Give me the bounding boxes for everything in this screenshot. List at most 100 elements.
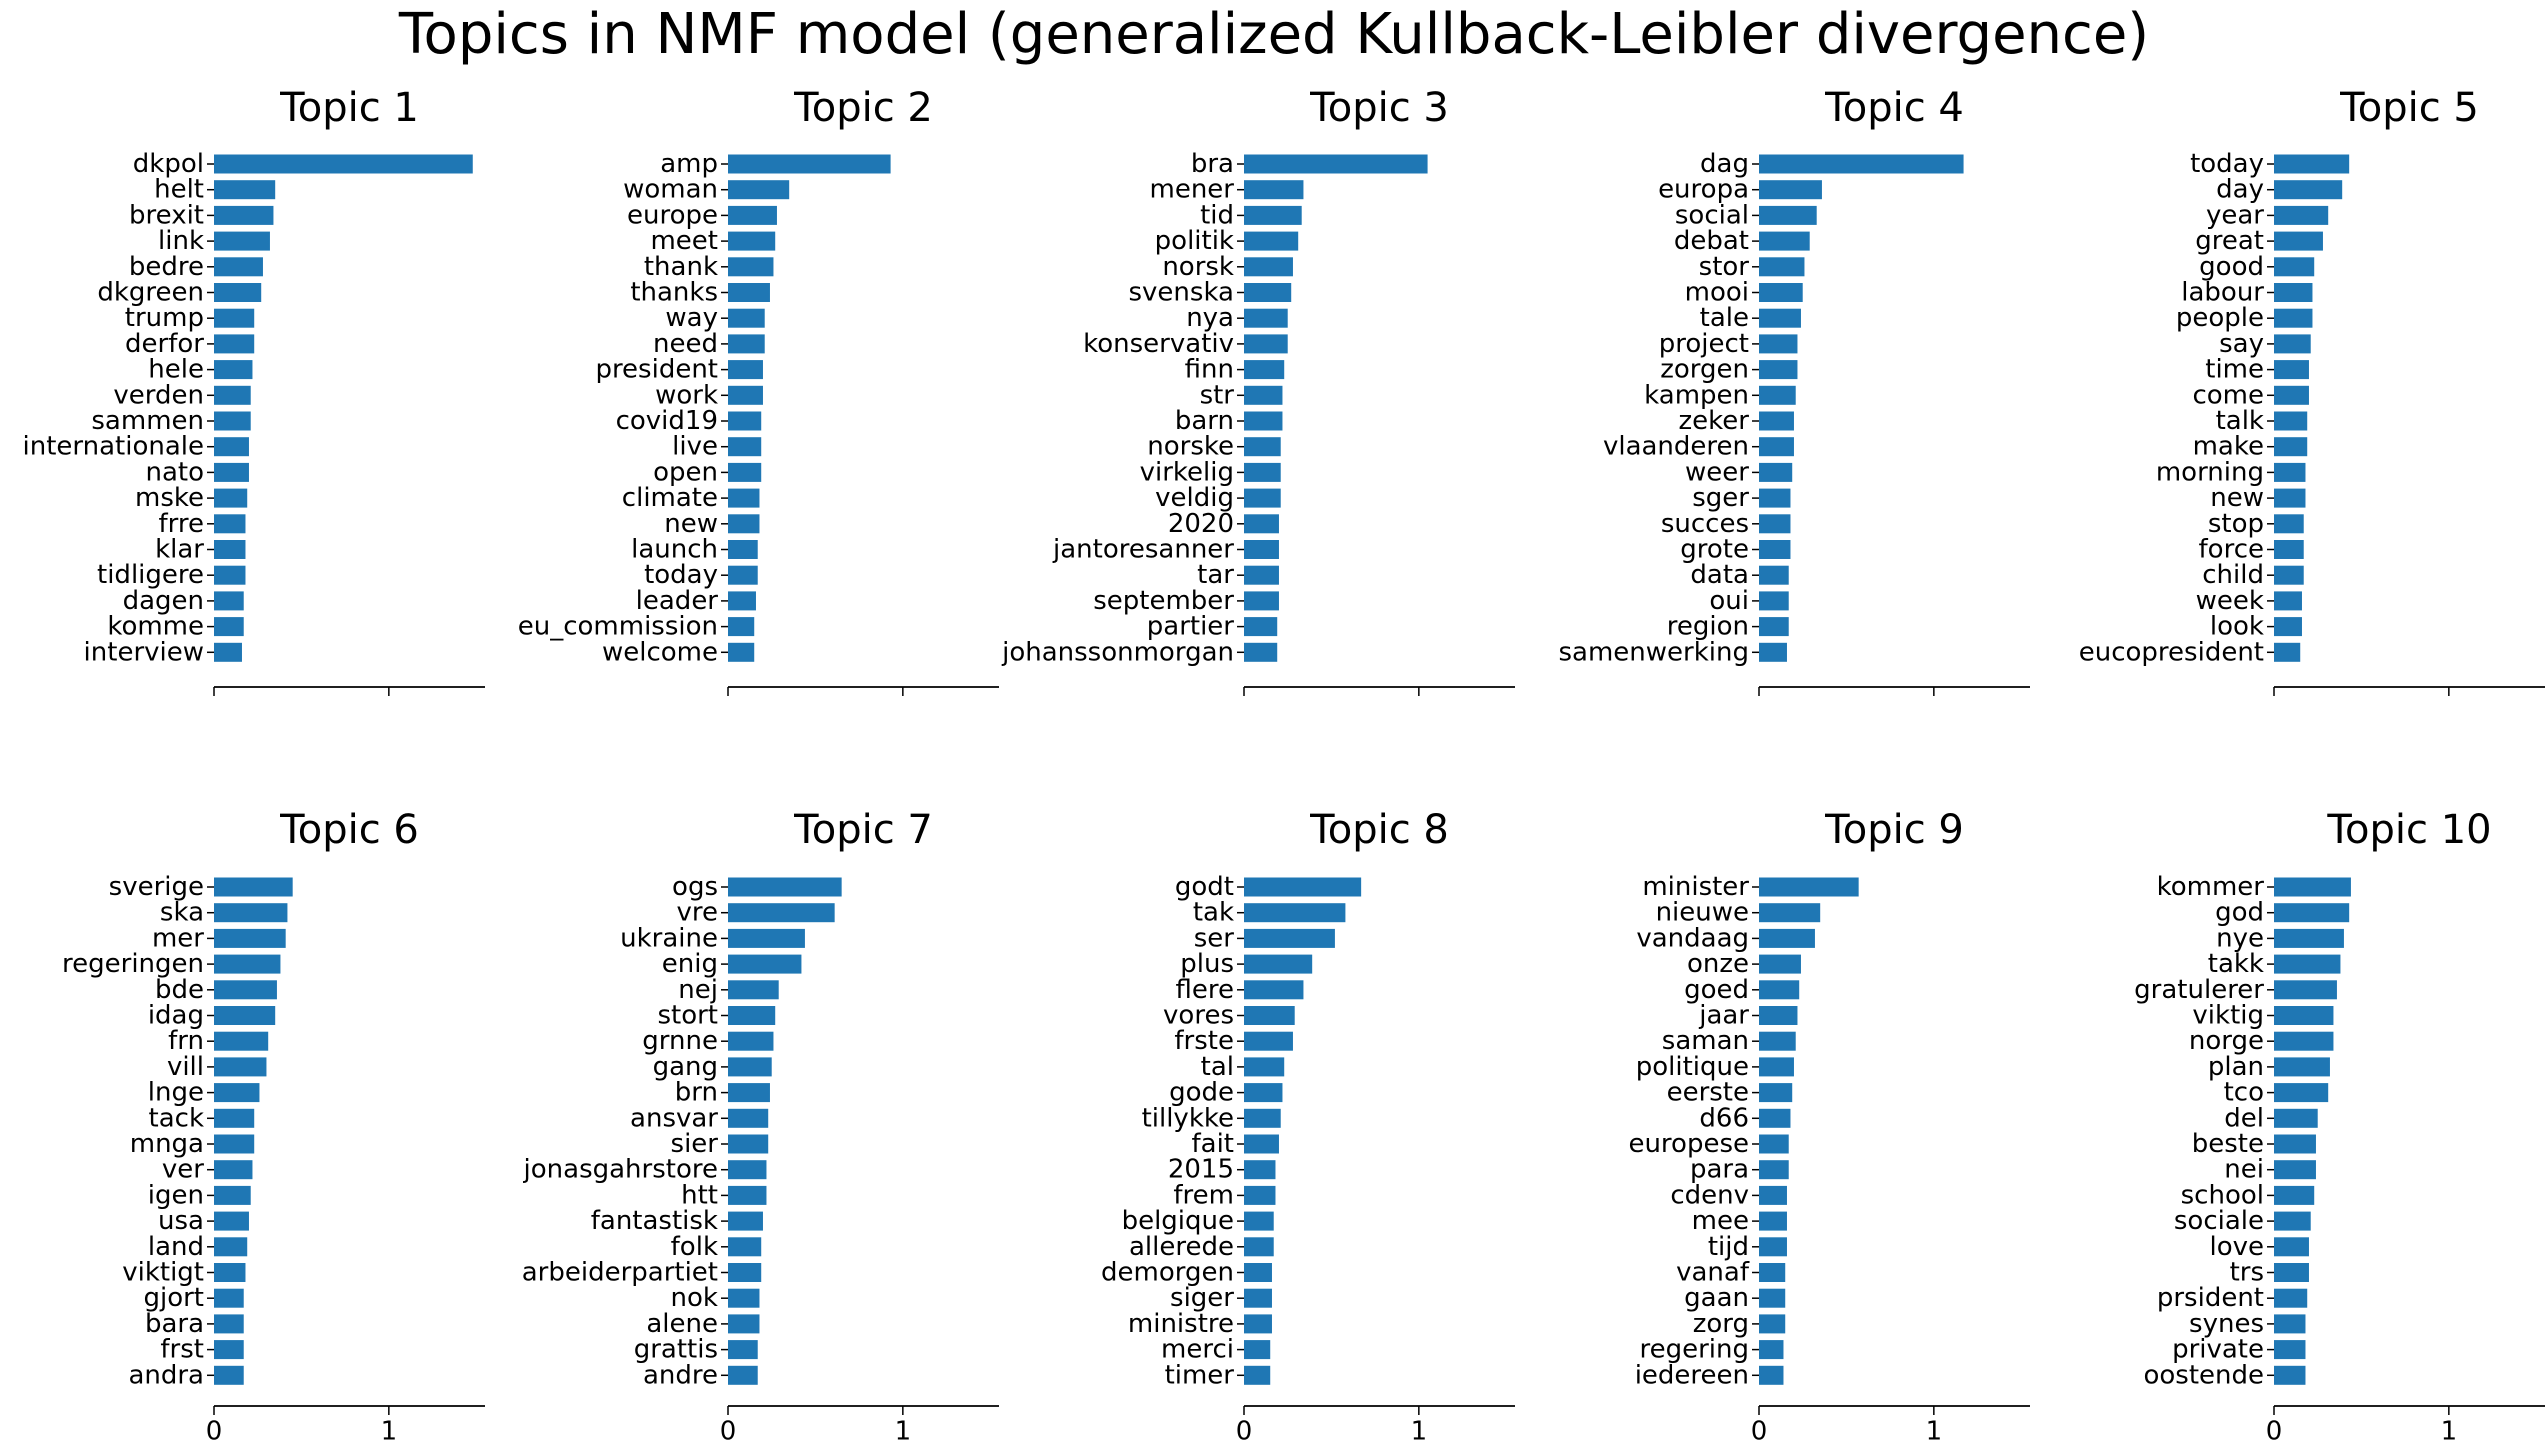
category-label: interview: [84, 637, 204, 667]
bar-andra: [214, 1365, 244, 1385]
subplot-title: Topic 6: [279, 807, 419, 853]
bar-mer: [214, 928, 286, 948]
category-label: sger: [1692, 483, 1749, 513]
bar-tillykke: [1244, 1108, 1281, 1128]
category-label: new: [2210, 483, 2264, 513]
category-label: trump: [125, 303, 204, 333]
xtick-label: 1: [895, 1417, 912, 1447]
bar-viktig: [2274, 1006, 2334, 1025]
bar-thank: [728, 257, 774, 277]
category-label: cdenv: [1670, 1180, 1749, 1210]
category-label: launch: [631, 535, 718, 565]
category-label: eucopresident: [2079, 637, 2264, 667]
bar-today: [2274, 154, 2350, 174]
category-label: time: [2205, 355, 2264, 385]
bar-nej: [728, 980, 779, 1000]
category-label: komme: [107, 612, 204, 642]
xtick-label: 0: [206, 1417, 223, 1447]
bar-del: [2274, 1108, 2318, 1128]
bar-social: [1759, 205, 1817, 225]
category-label: 2020: [1168, 509, 1234, 539]
bar-merci: [1244, 1340, 1271, 1360]
category-label: konservativ: [1083, 329, 1234, 359]
category-label: helt: [154, 175, 204, 205]
bar-grote: [1759, 540, 1791, 559]
category-label: ver: [162, 1155, 204, 1185]
category-label: idag: [148, 1001, 204, 1031]
category-label: open: [653, 457, 718, 487]
category-label: labour: [2181, 278, 2264, 308]
category-label: way: [665, 303, 718, 333]
category-label: politique: [1636, 1052, 1749, 1082]
category-label: make: [2193, 432, 2264, 462]
bar-saman: [1759, 1031, 1796, 1051]
category-label: say: [2219, 329, 2264, 359]
category-label: leader: [636, 586, 719, 616]
category-label: zorgen: [1660, 355, 1749, 385]
bar-private: [2274, 1340, 2306, 1360]
category-label: new: [664, 509, 718, 539]
subplot-topic-8: Topic 8 godttakserplusflerevoresfrstetalg…: [1101, 807, 1515, 1447]
bar-look: [2274, 617, 2302, 637]
bar-new: [728, 514, 760, 534]
bar-regering: [1759, 1340, 1784, 1360]
category-label: folk: [671, 1232, 718, 1262]
category-label: force: [2199, 535, 2264, 565]
category-label: onze: [1687, 949, 1749, 979]
category-label: social: [1675, 200, 1749, 230]
bar-brn: [728, 1083, 770, 1103]
bar-launch: [728, 540, 758, 559]
bar-arbeiderpartiet: [728, 1263, 762, 1282]
category-label: mener: [1150, 175, 1235, 205]
category-label: zeker: [1679, 406, 1750, 436]
bar-interview: [214, 642, 242, 662]
category-label: goed: [1684, 975, 1749, 1005]
category-label: live: [672, 432, 718, 462]
category-label: demorgen: [1101, 1258, 1234, 1288]
category-label: love: [2209, 1232, 2264, 1262]
bar-ska: [214, 903, 288, 923]
category-label: tid: [1200, 200, 1234, 230]
bar-dagen: [214, 591, 244, 611]
bar-lnge: [214, 1083, 260, 1103]
bar-tar: [1244, 565, 1279, 585]
bar-alene: [728, 1314, 760, 1334]
category-label: oui: [1709, 586, 1749, 616]
subplot-topic-10: Topic 10 kommergodnyetakkgratulererviktig…: [2134, 807, 2545, 1447]
bar-amp: [728, 154, 891, 174]
subplot-topic-6: Topic 6 sverigeskamerregeringenbdeidagfrn…: [62, 807, 485, 1447]
bar-konservativ: [1244, 334, 1288, 354]
bar-gode: [1244, 1083, 1283, 1103]
category-label: norge: [2189, 1026, 2264, 1056]
bar-usa: [214, 1211, 249, 1231]
bar-partier: [1244, 617, 1278, 637]
bar-nato: [214, 462, 249, 482]
category-label: project: [1659, 329, 1749, 359]
category-label: bra: [1191, 149, 1234, 179]
category-label: jonasgahrstore: [523, 1155, 718, 1185]
bar-d66: [1759, 1108, 1791, 1128]
bar-weer: [1759, 462, 1793, 482]
bar-debat: [1759, 231, 1810, 251]
subplot-title: Topic 2: [793, 85, 933, 131]
category-label: norske: [1147, 432, 1234, 462]
bar-norge: [2274, 1031, 2334, 1051]
category-label: amp: [660, 149, 718, 179]
bar-sammen: [214, 411, 251, 431]
category-label: allerede: [1129, 1232, 1234, 1262]
category-label: klar: [155, 535, 204, 565]
category-label: region: [1667, 612, 1749, 642]
bar-para: [1759, 1160, 1789, 1180]
bar-sociale: [2274, 1211, 2311, 1231]
bar-woman: [728, 180, 790, 200]
category-label: timer: [1165, 1360, 1235, 1390]
subplot-title: Topic 5: [2339, 85, 2479, 131]
category-label: flere: [1176, 975, 1235, 1005]
bar-morning: [2274, 462, 2306, 482]
category-label: frst: [160, 1335, 204, 1365]
bar-svenska: [1244, 283, 1292, 302]
bar-onze: [1759, 954, 1801, 974]
bar-vanaf: [1759, 1263, 1786, 1282]
category-label: ukraine: [620, 923, 718, 953]
category-label: meet: [650, 226, 718, 256]
